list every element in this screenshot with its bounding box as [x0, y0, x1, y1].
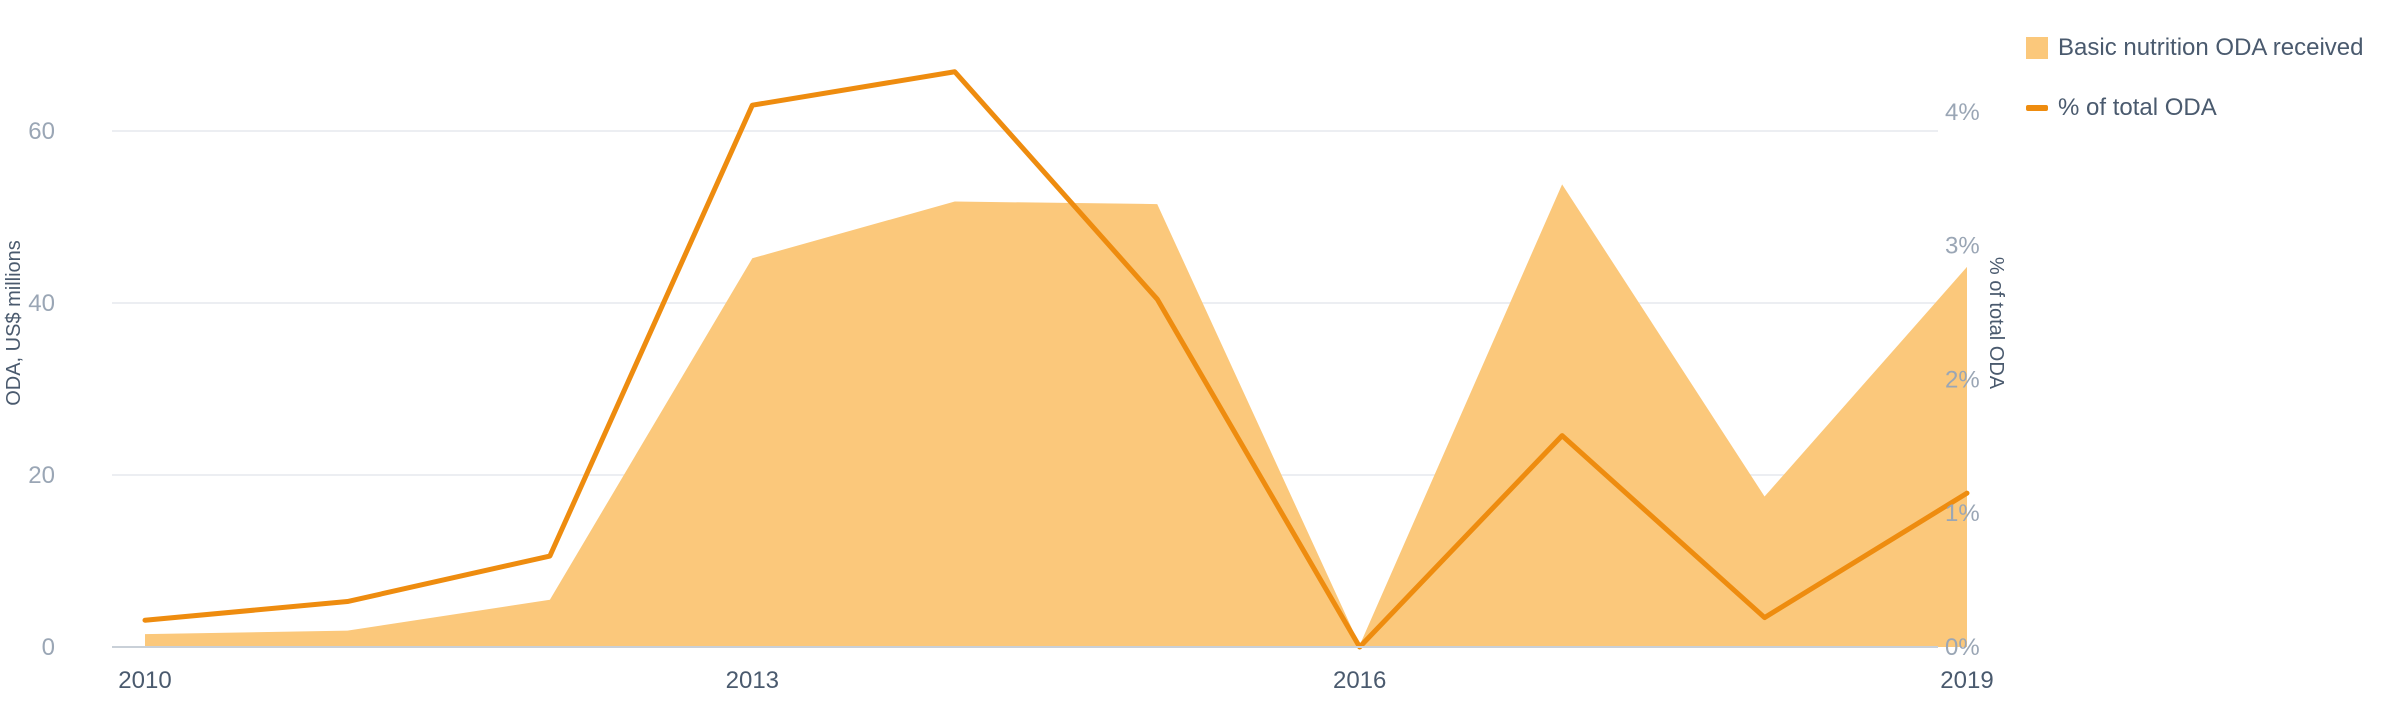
legend-item-line[interactable]: % of total ODA — [2026, 78, 2363, 138]
left-tick-label: 0 — [42, 634, 55, 661]
right-tick-label: 2% — [1945, 366, 1980, 393]
right-tick-label: 0% — [1945, 634, 1980, 661]
right-axis-title: % of total ODA — [1985, 257, 2007, 390]
right-tick-label: 3% — [1945, 233, 1980, 260]
legend-swatch-area — [2026, 37, 2048, 59]
left-tick-label: 60 — [28, 118, 55, 145]
left-axis-title: ODA, US$ millions — [3, 240, 25, 406]
x-tick-label: 2013 — [726, 667, 779, 694]
left-tick-label: 40 — [28, 290, 55, 317]
x-axis-ticks: 2010 2013 2016 2019 — [118, 667, 1993, 694]
x-tick-label: 2016 — [1333, 667, 1386, 694]
x-tick-label: 2019 — [1940, 667, 1993, 694]
right-tick-label: 4% — [1945, 99, 1980, 126]
right-tick-label: 1% — [1945, 500, 1980, 527]
legend: Basic nutrition ODA received % of total … — [2026, 18, 2363, 138]
left-axis-ticks: 0 20 40 60 — [28, 118, 55, 661]
area-series-layer — [145, 184, 1967, 647]
legend-swatch-line — [2026, 105, 2048, 111]
legend-label-line: % of total ODA — [2058, 94, 2217, 122]
left-tick-label: 20 — [28, 462, 55, 489]
legend-label-area: Basic nutrition ODA received — [2058, 34, 2363, 62]
x-tick-label: 2010 — [118, 667, 171, 694]
area-series-basic-nutrition — [145, 184, 1967, 647]
legend-item-area[interactable]: Basic nutrition ODA received — [2026, 18, 2363, 78]
